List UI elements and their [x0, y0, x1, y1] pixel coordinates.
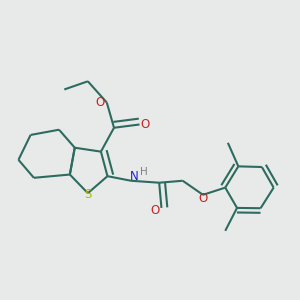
Text: O: O — [198, 192, 208, 205]
Text: O: O — [95, 96, 104, 109]
Text: S: S — [84, 188, 92, 201]
Text: O: O — [141, 118, 150, 131]
Text: N: N — [130, 170, 139, 183]
Text: H: H — [140, 167, 147, 177]
Text: O: O — [150, 204, 160, 217]
